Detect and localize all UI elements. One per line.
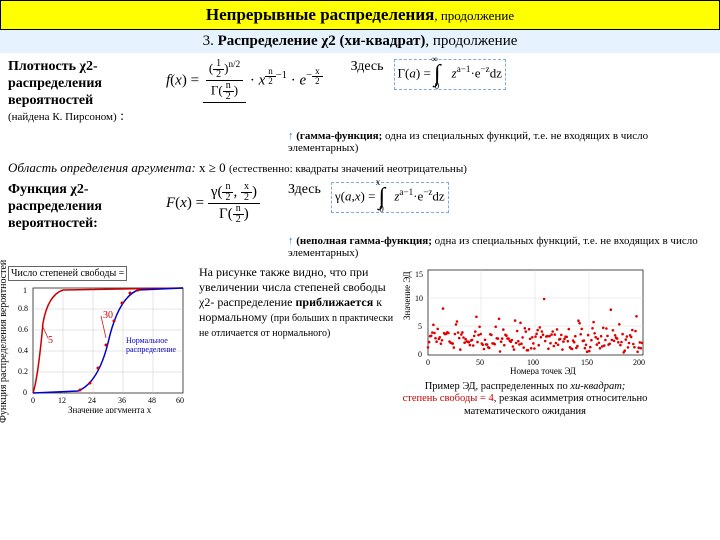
- subtitle-bar: 3. Распределение χ2 (хи-квадрат), продол…: [0, 30, 720, 53]
- cdf-chart: 30 5 Нормальноераспределение 01224 36486…: [8, 283, 188, 413]
- svg-text:0.4: 0.4: [18, 346, 28, 355]
- title-main: Непрерывные распределения: [206, 5, 434, 24]
- svg-text:0: 0: [31, 396, 35, 405]
- cdf-heading: Функция χ2-распределения вероятностей:: [8, 182, 102, 231]
- svg-text:24: 24: [88, 396, 96, 405]
- scatter-plot: 050100150200 051015 Номера точек ЭД Знач…: [400, 265, 650, 419]
- svg-text:5: 5: [418, 322, 422, 331]
- svg-text:0: 0: [418, 350, 422, 359]
- svg-text:0: 0: [426, 358, 430, 367]
- gamma-note-1: ↑ (гамма-функция; одна из специальных фу…: [288, 130, 712, 154]
- title-sub: , продолжение: [434, 8, 514, 23]
- lower-gamma-def: γ(a,x) = ∫0xza−1·e−zdz: [331, 182, 449, 213]
- subtitle-name: Распределение χ2 (хи-квадрат): [218, 33, 426, 49]
- title-bar: Непрерывные распределения, продолжение: [0, 0, 720, 30]
- density-formula: f(x) = (12)n/2Γ(n2) · xn2−1 · e−x2: [158, 59, 331, 103]
- gamma-note-2: ↑ (неполная гамма-функция; одна из специ…: [288, 235, 712, 259]
- bottom-row: Число степеней свободы = 30 5: [8, 265, 712, 419]
- cdf-formula: F(x) = γ(n2, x2)Γ(n2): [158, 182, 268, 225]
- svg-text:0: 0: [23, 388, 27, 397]
- scatter-caption: Пример ЭД, распределенных по хи-квадрат;…: [400, 381, 650, 419]
- svg-text:15: 15: [415, 270, 423, 279]
- svg-text:150: 150: [581, 358, 593, 367]
- cdf-label: Функция χ2-распределения вероятностей:: [8, 182, 158, 232]
- svg-text:50: 50: [476, 358, 484, 367]
- dof-input[interactable]: Число степеней свободы =: [8, 266, 127, 281]
- svg-text:10: 10: [415, 294, 423, 303]
- svg-text:Значение аргумента x: Значение аргумента x: [68, 405, 152, 413]
- density-row: Плотность χ2-распределения вероятностей …: [8, 59, 712, 126]
- density-note: (найдена К. Пирсоном): [8, 111, 117, 123]
- svg-text:0.6: 0.6: [18, 325, 28, 334]
- scatter-chart: 050100150200 051015 Номера точек ЭД Знач…: [400, 265, 650, 375]
- svg-text:5: 5: [48, 335, 53, 346]
- gamma-def: Γ(a) = ∫0∞za−1·e−zdz: [394, 59, 506, 90]
- domain-line: Область определения аргумента: x ≥ 0 (ес…: [8, 160, 712, 176]
- svg-text:0.2: 0.2: [18, 367, 28, 376]
- svg-text:0.8: 0.8: [18, 304, 28, 313]
- svg-text:12: 12: [58, 396, 66, 405]
- subtitle-sub: , продолжение: [425, 33, 517, 49]
- density-label: Плотность χ2-распределения вероятностей …: [8, 59, 158, 126]
- zdyes-1: Здесь: [351, 59, 384, 75]
- cdf-ylabel: Функция распределения вероятностей: [0, 260, 9, 423]
- zdyes-2: Здесь: [288, 182, 321, 198]
- svg-text:1: 1: [23, 286, 27, 295]
- svg-text:48: 48: [148, 396, 156, 405]
- svg-text:Номера точек ЭД: Номера точек ЭД: [510, 366, 576, 375]
- density-heading: Плотность χ2-распределения вероятностей: [8, 59, 102, 108]
- subtitle-num: 3.: [203, 33, 214, 49]
- svg-text:36: 36: [118, 396, 126, 405]
- middle-text: На рисунке также видно, что при увеличен…: [193, 265, 400, 419]
- svg-text:200: 200: [633, 358, 645, 367]
- cdf-plot: Число степеней свободы = 30 5: [8, 265, 193, 419]
- svg-text:60: 60: [176, 396, 184, 405]
- svg-text:Значение ЭД: Значение ЭД: [402, 271, 412, 320]
- svg-text:30: 30: [103, 310, 113, 321]
- cdf-row: Функция χ2-распределения вероятностей: F…: [8, 182, 712, 232]
